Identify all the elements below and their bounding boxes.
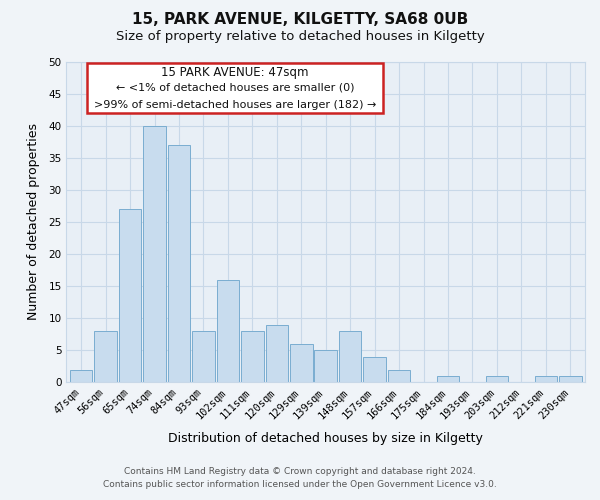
Bar <box>168 145 190 382</box>
Text: 15 PARK AVENUE: 47sqm: 15 PARK AVENUE: 47sqm <box>161 66 309 78</box>
FancyBboxPatch shape <box>87 63 383 113</box>
X-axis label: Distribution of detached houses by size in Kilgetty: Distribution of detached houses by size … <box>168 432 483 445</box>
Bar <box>559 376 581 382</box>
Bar <box>364 357 386 382</box>
Bar <box>143 126 166 382</box>
Bar <box>290 344 313 383</box>
Bar <box>339 331 361 382</box>
Bar <box>266 324 288 382</box>
Text: Contains HM Land Registry data © Crown copyright and database right 2024.
Contai: Contains HM Land Registry data © Crown c… <box>103 468 497 489</box>
Bar <box>119 209 141 382</box>
Bar <box>535 376 557 382</box>
Text: 15, PARK AVENUE, KILGETTY, SA68 0UB: 15, PARK AVENUE, KILGETTY, SA68 0UB <box>132 12 468 28</box>
Bar <box>192 331 215 382</box>
Bar <box>217 280 239 382</box>
Bar <box>70 370 92 382</box>
Bar <box>314 350 337 382</box>
Bar <box>437 376 459 382</box>
Bar <box>94 331 117 382</box>
Text: >99% of semi-detached houses are larger (182) →: >99% of semi-detached houses are larger … <box>94 100 376 110</box>
Bar <box>485 376 508 382</box>
Bar <box>241 331 263 382</box>
Bar <box>388 370 410 382</box>
Text: ← <1% of detached houses are smaller (0): ← <1% of detached houses are smaller (0) <box>116 83 354 93</box>
Y-axis label: Number of detached properties: Number of detached properties <box>27 124 40 320</box>
Text: Size of property relative to detached houses in Kilgetty: Size of property relative to detached ho… <box>116 30 484 43</box>
